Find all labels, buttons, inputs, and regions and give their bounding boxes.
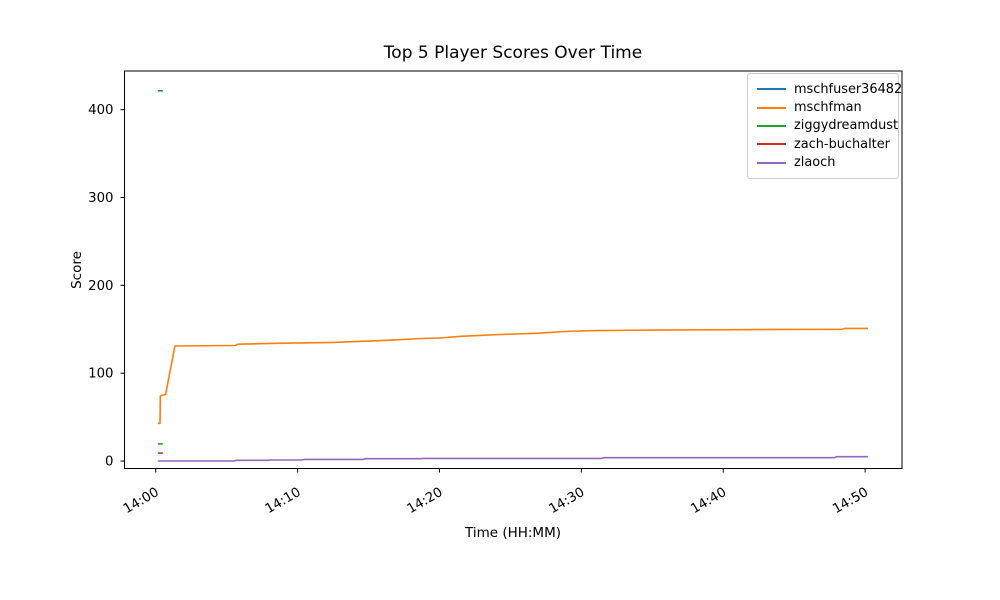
legend-label: zach-buchalter	[794, 136, 890, 152]
series-line-mschfman	[157, 327, 868, 425]
series-line-zlaoch	[157, 455, 868, 462]
legend-label: ziggydreamdust	[794, 118, 899, 134]
chart-title: Top 5 Player Scores Over Time	[383, 43, 643, 63]
legend-swatch-mschfman	[757, 106, 786, 109]
legend-swatch-zlaoch	[757, 161, 786, 164]
axes-spines	[124, 70, 903, 469]
legend-entry-mschfuser36482: mschfuser36482	[757, 80, 902, 98]
y-tick-label: 0	[105, 455, 113, 470]
legend-swatch-zach-buchalter	[757, 143, 786, 146]
x-tick-label: 14:40	[689, 485, 730, 517]
legend-label: mschfman	[794, 100, 862, 116]
legend-entry-zlaoch: zlaoch	[757, 154, 889, 172]
x-axis-label: Time (HH:MM)	[464, 525, 561, 541]
x-tick-label: 14:30	[547, 485, 588, 517]
y-tick-label: 200	[88, 279, 113, 294]
legend-entry-mschfman: mschfman	[757, 98, 889, 116]
x-tick-label: 14:00	[121, 485, 162, 517]
y-tick-label: 400	[88, 103, 113, 118]
y-tick-label: 100	[88, 367, 113, 382]
legend-swatch-ziggydreamdust	[757, 124, 786, 127]
legend-label: mschfuser36482	[794, 81, 903, 97]
legend: mschfuser36482 mschfman ziggydreamdust zach…	[747, 73, 902, 179]
legend-entry-zach-buchalter: zach-buchalter	[757, 135, 890, 153]
legend-swatch-mschfuser36482	[757, 88, 786, 91]
x-tick-label: 14:50	[830, 485, 871, 517]
y-tick-label: 300	[88, 191, 113, 206]
legend-entry-ziggydreamdust: ziggydreamdust	[757, 117, 898, 135]
x-tick-label: 14:10	[263, 485, 304, 517]
legend-label: zlaoch	[794, 155, 836, 171]
x-tick-label: 14:20	[405, 485, 446, 517]
